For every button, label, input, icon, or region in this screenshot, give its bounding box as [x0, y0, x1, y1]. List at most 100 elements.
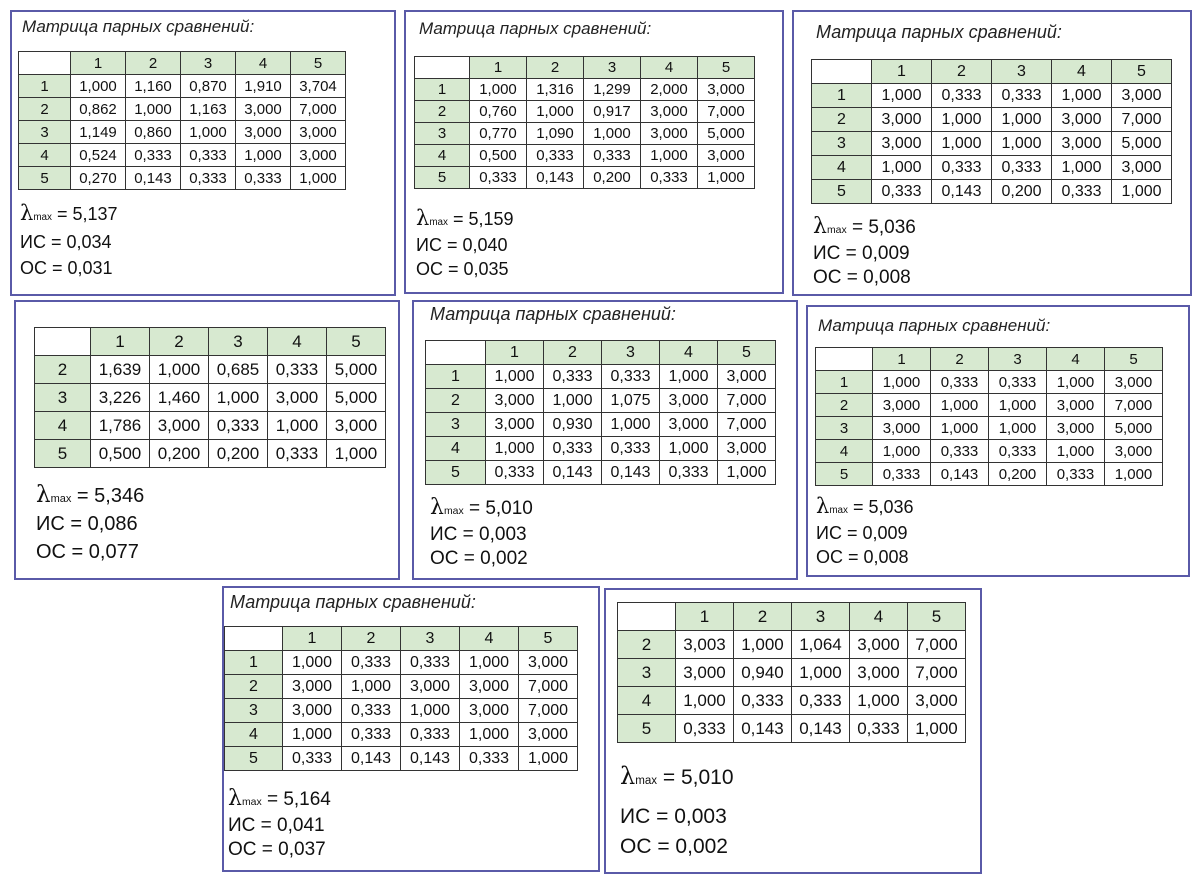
matrix-cell: 1,316: [526, 78, 584, 101]
matrix-cell: 1,000: [988, 393, 1047, 417]
lambda-subscript: max: [50, 493, 72, 505]
matrix-cell: 0,333: [640, 166, 698, 189]
row-header: 4: [34, 411, 91, 440]
row-header: 1: [425, 364, 486, 389]
matrix-cell: 0,333: [341, 722, 401, 747]
matrix-cell: 0,143: [930, 462, 989, 486]
lambda-subscript: max: [829, 505, 848, 516]
matrix-cell: 7,000: [907, 658, 966, 687]
matrix-cell: 1,000: [872, 370, 931, 394]
matrix-cell: 0,685: [208, 355, 268, 384]
row-header: 4: [811, 155, 872, 180]
matrix-cell: 1,075: [601, 388, 660, 413]
matrix-row: 4 1,000 0,333 0,333 1,000 3,000: [425, 436, 776, 461]
row-header: 4: [617, 686, 676, 715]
matrix-cell: 3,000: [849, 658, 908, 687]
column-header: 5: [290, 51, 346, 75]
matrix-cell: 3,000: [282, 674, 342, 699]
matrix-cell: 0,333: [991, 155, 1052, 180]
row-header: 5: [224, 746, 283, 771]
matrix-cell: 3,000: [697, 78, 755, 101]
lambda-symbol: λ: [620, 762, 636, 790]
consistency-ratio: ОС = 0,037: [228, 839, 326, 860]
matrix-cell: 0,333: [235, 166, 291, 190]
matrix-cell: 5,000: [697, 122, 755, 145]
lambda-value: = 5,346: [76, 485, 145, 507]
matrix-cell: 1,000: [459, 650, 519, 675]
row-header: 2: [414, 100, 470, 123]
matrix-cell: 1,000: [931, 131, 992, 156]
matrix-cell: 1,000: [485, 436, 544, 461]
matrix-cell: 1,000: [1046, 370, 1105, 394]
column-header: 4: [659, 340, 718, 365]
matrix-cell: 3,000: [1051, 131, 1112, 156]
column-header: 2: [733, 602, 792, 631]
matrix-cell: 1,000: [991, 131, 1052, 156]
matrix-cell: 3,000: [518, 650, 578, 675]
comparison-matrix: 1 2 3 4 5 1 1,000 0,333 0,333 1,000 3,000 2 3,000 1,0…: [815, 347, 1163, 486]
matrix-cell: 3,226: [90, 383, 150, 412]
matrix-title: Матрица парных сравнений:: [419, 19, 652, 38]
matrix-cell: 0,333: [988, 439, 1047, 463]
matrix-cell: 0,143: [543, 460, 602, 485]
consistency-ratio: ОС = 0,035: [416, 259, 509, 279]
lambda-max: λmax = 5,010: [620, 764, 734, 788]
matrix-cell: 1,160: [125, 74, 181, 98]
row-header: 1: [811, 83, 872, 108]
lambda-value: = 5,036: [852, 497, 914, 517]
matrix-cell: 1,000: [791, 658, 850, 687]
matrix-cell: 1,000: [180, 120, 236, 144]
matrix-cell: 1,000: [149, 355, 209, 384]
matrix-title: Матрица парных сравнений:: [430, 304, 676, 324]
matrix-cell: 3,000: [907, 686, 966, 715]
matrix-cell: 7,000: [717, 412, 776, 437]
matrix-row: 5 0,333 0,143 0,200 0,333 1,000: [815, 462, 1163, 486]
matrix-title: Матрица парных сравнений:: [230, 592, 476, 612]
matrix-row: 3 3,000 0,940 1,000 3,000 7,000: [617, 658, 966, 687]
row-header: 5: [815, 462, 873, 486]
comparison-matrix: 1 2 3 4 5 1 1,000 0,333 0,333 1,000 3,000 2 3,000 1,0…: [224, 626, 578, 771]
matrix-cell: 1,000: [526, 100, 584, 123]
column-header: 2: [149, 327, 209, 356]
matrix-row: 4 1,000 0,333 0,333 1,000 3,000: [617, 686, 966, 715]
matrix-cell: 3,000: [1046, 416, 1105, 440]
matrix-row: 5 0,333 0,143 0,200 0,333 1,000: [414, 166, 755, 189]
row-header: 3: [224, 698, 283, 723]
consistency-index: ИС = 0,086: [36, 513, 138, 535]
matrix-cell: 1,000: [282, 650, 342, 675]
matrix-cell: 0,333: [543, 364, 602, 389]
matrix-cell: 1,000: [871, 83, 932, 108]
lambda-value: = 5,164: [266, 789, 331, 810]
matrix-cell: 1,000: [988, 416, 1047, 440]
matrix-row: 4 1,786 3,000 0,333 1,000 3,000: [34, 411, 386, 440]
lambda-symbol: λ: [228, 786, 242, 811]
matrix-row: 3 3,226 1,460 1,000 3,000 5,000: [34, 383, 386, 412]
row-header: 2: [815, 393, 873, 417]
matrix-cell: 0,143: [400, 746, 460, 771]
matrix-row: 4 1,000 0,333 0,333 1,000 3,000: [811, 155, 1172, 180]
matrix-cell: 0,200: [208, 439, 268, 468]
comparison-matrix: 1 2 3 4 5 1 1,000 0,333 0,333 1,000 3,000 2 3,000 1,0…: [811, 59, 1172, 204]
row-header: 4: [18, 143, 71, 167]
comparison-matrix: 1 2 3 4 5 2 3,003 1,000 1,064 3,000 7,000 3 3,000 0,9…: [617, 602, 966, 743]
matrix-cell: 0,870: [180, 74, 236, 98]
column-header: 3: [583, 56, 641, 79]
row-header: 4: [815, 439, 873, 463]
matrix-cell: 1,000: [717, 460, 776, 485]
matrix-cell: 3,000: [149, 411, 209, 440]
matrix-row: 5 0,333 0,143 0,143 0,333 1,000: [425, 460, 776, 485]
column-header: 1: [871, 59, 932, 84]
matrix-row: 1 1,000 1,160 0,870 1,910 3,704: [18, 74, 346, 98]
matrix-cell: 3,000: [659, 388, 718, 413]
lambda-symbol: λ: [816, 494, 830, 518]
matrix-cell: 0,940: [733, 658, 792, 687]
matrix-row: 1 1,000 0,333 0,333 1,000 3,000: [224, 650, 578, 675]
matrix-cell: 7,000: [518, 674, 578, 699]
matrix-cell: 1,000: [267, 411, 327, 440]
matrix-cell: 1,000: [341, 674, 401, 699]
matrix-title: Матрица парных сравнений:: [816, 22, 1062, 42]
consistency-index: ИС = 0,041: [228, 815, 325, 836]
lambda-max: λmax = 5,159: [416, 208, 514, 229]
matrix-cell: 3,000: [326, 411, 386, 440]
